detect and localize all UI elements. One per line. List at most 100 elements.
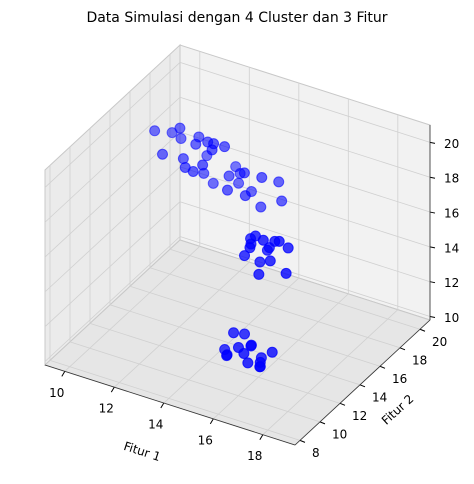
data-point	[228, 327, 240, 339]
x-tick-label: 12	[99, 402, 114, 416]
tick-mark	[429, 211, 436, 214]
grid-line	[179, 96, 431, 178]
data-point	[276, 195, 288, 207]
grid-line	[149, 267, 401, 349]
grid-line	[262, 309, 399, 435]
data-point	[273, 176, 285, 188]
data-point	[273, 235, 285, 247]
tick-mark	[259, 434, 264, 440]
tick-mark	[419, 328, 426, 332]
data-point	[190, 138, 202, 150]
z-tick-label: 20	[444, 137, 459, 151]
tick-mark	[339, 402, 346, 406]
grid-line	[49, 359, 301, 441]
data-point	[239, 250, 251, 262]
data-point	[177, 153, 189, 165]
z-tick-label: 16	[444, 207, 459, 221]
data-point	[254, 361, 266, 373]
data-point	[256, 171, 268, 183]
y-tick-label: 8	[312, 446, 320, 460]
data-point	[242, 357, 254, 369]
tick-mark	[429, 316, 436, 319]
grid-line	[44, 62, 181, 188]
axis-line	[294, 319, 431, 446]
data-point	[175, 132, 187, 144]
data-point	[238, 347, 250, 359]
z-tick-label: 18	[444, 172, 459, 186]
grid-line	[163, 277, 300, 404]
grid-line	[89, 322, 341, 404]
data-point	[230, 161, 242, 173]
data-point	[149, 125, 161, 137]
data-point	[255, 201, 267, 213]
data-point	[239, 190, 251, 202]
grid-line	[44, 166, 181, 293]
data-point	[233, 177, 245, 189]
data-point	[206, 144, 218, 156]
tick-mark	[359, 384, 366, 388]
tick-mark	[61, 371, 66, 377]
chart-title: Data Simulasi dengan 4 Cluster dan 3 Fit…	[86, 10, 387, 26]
x-tick-label: 10	[49, 386, 64, 400]
x-axis-label: Fitur 1	[122, 439, 163, 464]
tick-mark	[319, 421, 326, 425]
grid-line	[44, 201, 181, 327]
tick-mark	[429, 246, 436, 249]
grid-line	[114, 261, 250, 388]
y-tick-label: 14	[372, 390, 387, 404]
data-point	[219, 141, 231, 153]
data-point	[238, 167, 250, 179]
tick-mark	[209, 418, 214, 425]
data-point	[221, 350, 233, 362]
data-point	[223, 170, 235, 182]
data-point	[197, 159, 209, 171]
x-tick-label: 14	[148, 418, 163, 432]
data-point	[221, 184, 233, 196]
data-point	[244, 242, 256, 254]
data-point	[257, 234, 269, 246]
y-tick-label: 12	[352, 409, 367, 423]
z-tick-label: 12	[444, 276, 459, 290]
tick-mark	[299, 439, 306, 443]
data-point	[266, 346, 278, 358]
tick-mark	[429, 281, 436, 284]
tick-mark	[110, 386, 115, 393]
tick-mark	[399, 347, 406, 351]
grid-line	[179, 201, 431, 283]
tick-mark	[379, 365, 386, 369]
tick-mark	[429, 176, 436, 179]
grid-line	[64, 246, 201, 372]
data-point	[187, 166, 199, 178]
data-point	[263, 242, 275, 254]
grid-line	[44, 236, 181, 362]
y-tick-label: 16	[392, 372, 407, 386]
grid-line	[44, 96, 181, 223]
z-tick-label: 14	[444, 241, 459, 255]
z-tick-label: 10	[444, 311, 459, 325]
grid-line	[179, 62, 431, 143]
y-tick-label: 20	[432, 335, 447, 349]
data-point	[253, 268, 265, 280]
data-point	[280, 267, 292, 279]
data-point	[282, 242, 294, 254]
tick-mark	[429, 141, 436, 144]
y-tick-label: 18	[412, 353, 427, 367]
data-point	[157, 148, 169, 160]
y-tick-label: 10	[332, 427, 347, 441]
grid-line	[179, 166, 431, 248]
data-point	[245, 340, 257, 352]
grid-line	[169, 248, 421, 330]
data-point	[254, 256, 266, 268]
grid-line	[129, 285, 381, 367]
grid-line	[179, 236, 431, 317]
x-tick-label: 16	[198, 433, 213, 447]
axis-line	[44, 364, 296, 446]
data-point	[174, 122, 186, 134]
data-point	[239, 328, 251, 340]
grid-line	[213, 293, 349, 420]
tick-mark	[160, 402, 165, 409]
x-tick-label: 18	[247, 449, 262, 463]
grid-line	[69, 341, 321, 423]
